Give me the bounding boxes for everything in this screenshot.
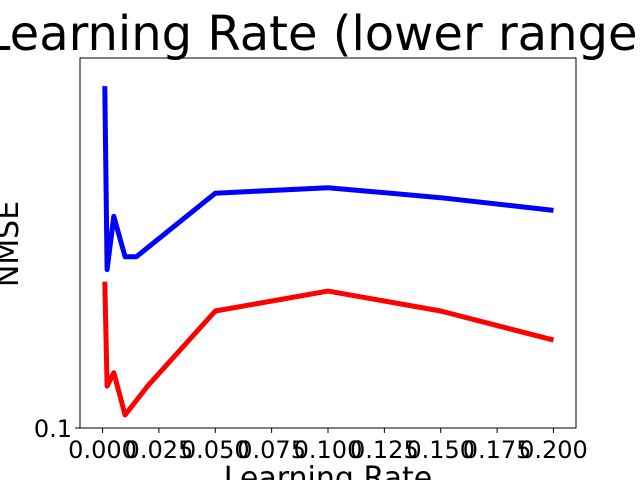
x-axis-ticks: 0.0000.0250.0500.0750.1000.1250.1500.175… xyxy=(68,428,588,464)
x-tick-label: 0.075 xyxy=(237,436,306,464)
x-tick-label: 0.025 xyxy=(125,436,194,464)
y-axis-label: NMSE xyxy=(0,201,26,287)
y-tick-label: 0.1 xyxy=(34,415,72,443)
series-line-2 xyxy=(102,281,555,418)
x-tick-label: 0.200 xyxy=(519,436,588,464)
y-axis-ticks: 0.1 xyxy=(34,415,80,443)
x-tick-label: 0.000 xyxy=(68,436,137,464)
x-tick-label: 0.050 xyxy=(181,436,250,464)
series-layer xyxy=(102,86,555,418)
series-line-1 xyxy=(102,86,554,273)
x-tick-label: 0.150 xyxy=(406,436,475,464)
x-tick-label: 0.175 xyxy=(463,436,532,464)
chart-title: Learning Rate (lower range) xyxy=(0,6,640,62)
x-tick-label: 0.100 xyxy=(294,436,363,464)
x-tick-label: 0.125 xyxy=(350,436,419,464)
x-axis-label: Learning Rate xyxy=(224,461,433,480)
